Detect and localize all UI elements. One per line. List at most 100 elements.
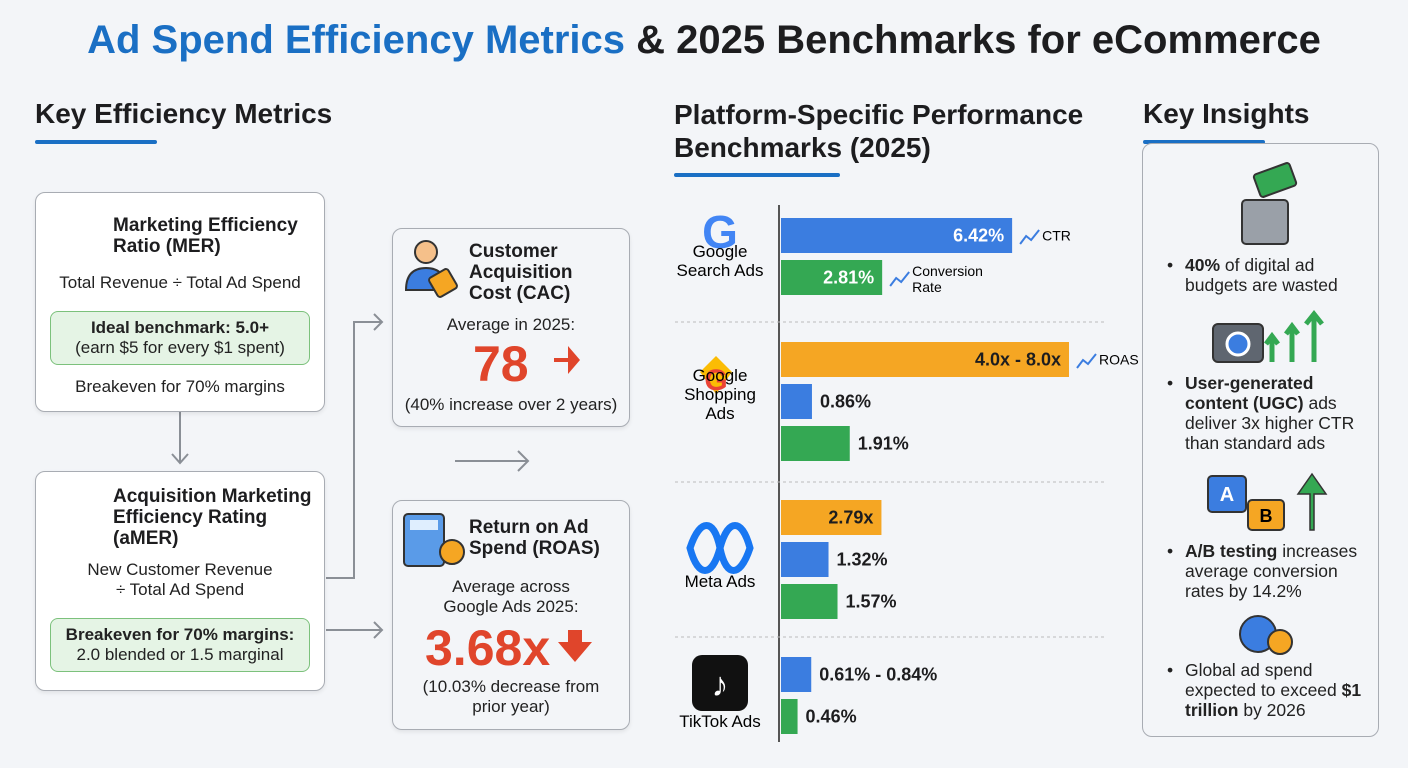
bar bbox=[781, 657, 812, 692]
line: Customer bbox=[469, 241, 558, 262]
title-rest: & 2025 Benchmarks for eCommerce bbox=[636, 18, 1321, 62]
bar-label: 2.79x bbox=[828, 508, 873, 528]
metric-label: CTR bbox=[1042, 228, 1071, 244]
metric-label: ROAS bbox=[1099, 352, 1139, 368]
platform-name: Meta Ads bbox=[685, 572, 756, 591]
svg-text:G: G bbox=[702, 206, 738, 258]
card-title: Customer Acquisition Cost (CAC) bbox=[469, 241, 572, 304]
bullet: • bbox=[1167, 660, 1174, 680]
caption: Average across Google Ads 2025: bbox=[393, 577, 629, 617]
line: Return on Ad bbox=[469, 517, 589, 538]
insight: • 40% of digital ad budgets are wasted bbox=[1167, 255, 1367, 295]
card-title: Return on Ad Spend (ROAS) bbox=[469, 517, 600, 559]
metric-label: Conversion Rate bbox=[912, 263, 983, 295]
title: Ad Spend Efficiency Metrics & 2025 Bench… bbox=[0, 18, 1408, 63]
insight: • Global ad spend expected to exceed $1 t… bbox=[1167, 660, 1367, 720]
line: Breakeven for 70% margins: bbox=[65, 625, 295, 644]
heading: Key Efficiency Metrics bbox=[35, 98, 333, 129]
platform-name: TikTok Ads bbox=[679, 712, 761, 731]
figure: 3.68x bbox=[425, 620, 551, 676]
bar-label: 0.61% - 0.84% bbox=[819, 665, 937, 685]
svg-text:G: G bbox=[704, 364, 727, 397]
bar-label: 1.91% bbox=[858, 434, 909, 454]
underline bbox=[35, 140, 157, 144]
svg-text:♪: ♪ bbox=[712, 666, 729, 704]
benchmark-box: Breakeven for 70% margins: 2.0 blended or… bbox=[50, 618, 310, 672]
line: New Customer Revenue bbox=[87, 560, 273, 579]
line: prior year) bbox=[472, 697, 550, 716]
text: ads deliver 3x higher CTR than standard … bbox=[1185, 393, 1355, 453]
line: Ratio (MER) bbox=[113, 236, 221, 257]
line: ÷ Total Ad Spend bbox=[115, 580, 245, 599]
line: Efficiency Rating bbox=[113, 507, 268, 528]
insight-text: Global ad spend expected to exceed $1 tr… bbox=[1185, 660, 1367, 720]
line: Platform-Specific Performance bbox=[674, 99, 1084, 130]
mer-card: Marketing Efficiency Ratio (MER) Total Re… bbox=[35, 192, 325, 412]
formula: Total Revenue ÷ Total Ad Spend bbox=[59, 273, 301, 292]
metric-icon bbox=[1076, 353, 1097, 369]
line: Average across bbox=[452, 577, 570, 596]
cac-card: Customer Acquisition Cost (CAC) Average in… bbox=[392, 228, 630, 427]
insights-panel bbox=[1142, 143, 1379, 737]
line: Cost (CAC) bbox=[469, 283, 571, 304]
emphasis: User-generated content (UGC) bbox=[1185, 373, 1314, 413]
text: of digital ad budgets are wasted bbox=[1185, 255, 1338, 295]
insight: • A/B testing increases average conversio… bbox=[1167, 541, 1367, 601]
line: Ideal benchmark: 5.0+ bbox=[90, 318, 270, 337]
note: Breakeven for 70% margins bbox=[75, 377, 285, 396]
line: (aMER) bbox=[113, 528, 179, 549]
bar bbox=[781, 426, 850, 461]
bar bbox=[781, 342, 1069, 377]
card-title: Marketing Efficiency Ratio (MER) bbox=[113, 215, 298, 257]
bar bbox=[781, 384, 812, 419]
bar-label: 4.0x - 8.0x bbox=[975, 350, 1061, 370]
svg-text:B: B bbox=[1260, 506, 1273, 526]
platform-logos: G G ♪ bbox=[686, 206, 754, 711]
line: Marketing Efficiency bbox=[113, 215, 298, 236]
bullet: • bbox=[1167, 541, 1174, 561]
bar-label: 1.32% bbox=[837, 550, 888, 570]
formula: New Customer Revenue ÷ Total Ad Spend bbox=[36, 560, 324, 600]
metric-icon bbox=[889, 271, 910, 287]
note: (10.03% decrease from prior year) bbox=[393, 677, 629, 717]
bar bbox=[781, 260, 883, 295]
svg-text:A: A bbox=[1220, 484, 1234, 506]
text: Global ad spend expected to exceed bbox=[1185, 660, 1342, 700]
bullet: • bbox=[1167, 255, 1174, 275]
card-title: Acquisition Marketing Efficiency Rating (a… bbox=[113, 486, 311, 549]
insight-text: A/B testing increases average conversion… bbox=[1185, 541, 1367, 601]
bar-label: 0.46% bbox=[806, 707, 857, 727]
benchmark-box: Ideal benchmark: 5.0+ (earn $5 for every … bbox=[50, 311, 310, 365]
line: Benchmarks (2025) bbox=[674, 132, 931, 163]
roas-card: Return on Ad Spend (ROAS) Average across G… bbox=[392, 500, 630, 730]
line: (10.03% decrease from bbox=[422, 677, 600, 696]
bar bbox=[781, 584, 838, 619]
line: (earn $5 for every $1 spent) bbox=[75, 338, 285, 357]
bar-label: 0.86% bbox=[820, 392, 871, 412]
line: 2.0 blended or 1.5 marginal bbox=[76, 645, 284, 664]
line: Acquisition bbox=[469, 262, 573, 283]
platform-name: Shopping bbox=[684, 385, 756, 404]
underline bbox=[1143, 140, 1265, 144]
bar bbox=[781, 218, 1013, 253]
emphasis: 40% bbox=[1185, 255, 1221, 275]
caption: Average in 2025: bbox=[446, 315, 576, 334]
insight-text: 40% of digital ad budgets are wasted bbox=[1185, 255, 1367, 295]
bar-label: 2.81% bbox=[823, 268, 874, 288]
line: Spend (ROAS) bbox=[469, 538, 600, 559]
title-highlight: Ad Spend Efficiency Metrics bbox=[87, 18, 626, 62]
figure: 78 bbox=[473, 336, 529, 392]
bar bbox=[781, 699, 798, 734]
emphasis: A/B testing bbox=[1185, 541, 1278, 561]
metric-icon bbox=[1019, 229, 1040, 245]
emphasis: $1 trillion bbox=[1185, 680, 1362, 720]
platform-name: Ads bbox=[705, 404, 734, 423]
insight-text: User-generated content (UGC) ads deliver… bbox=[1185, 373, 1367, 453]
bullet: • bbox=[1167, 373, 1174, 393]
bar-label: 1.57% bbox=[846, 592, 897, 612]
underline bbox=[674, 173, 840, 177]
insight: • User-generated content (UGC) ads delive… bbox=[1167, 373, 1367, 453]
bar bbox=[781, 500, 882, 535]
